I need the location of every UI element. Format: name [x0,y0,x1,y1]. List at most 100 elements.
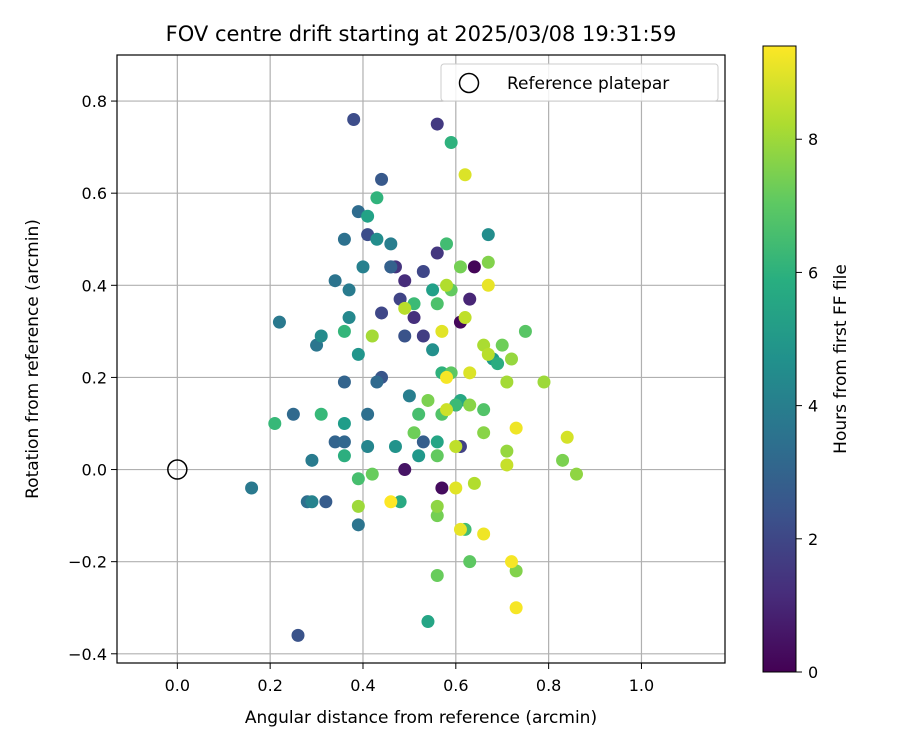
data-point [435,481,449,495]
data-point [463,555,477,569]
y-tick-label: 0.8 [82,92,107,111]
legend-label: Reference platepar [507,74,669,94]
data-point [384,237,398,251]
data-point [370,191,384,205]
data-point [481,255,495,269]
data-point [537,375,551,389]
data-point [500,458,514,472]
x-tick-label: 1.0 [629,676,654,695]
data-point [426,283,440,297]
data-point [328,274,342,288]
data-point [291,628,305,642]
data-point [407,426,421,440]
data-point [351,499,365,513]
data-point [412,407,426,421]
data-point [430,246,444,260]
data-point [430,509,444,523]
data-point [453,260,467,274]
data-point [337,324,351,338]
data-point [467,476,481,490]
data-point [505,352,519,366]
data-point [458,311,472,325]
data-point [435,324,449,338]
data-point [421,615,435,629]
data-point [430,435,444,449]
colorbar-tick-label: 4 [808,397,818,416]
y-axis-ticks: −0.4 −0.2 0.0 0.2 0.4 0.6 0.8 [68,92,117,664]
data-point [361,440,375,454]
data-point [477,527,491,541]
data-point [370,232,384,246]
data-point [351,518,365,532]
data-point [491,357,505,371]
data-point [481,228,495,242]
data-point [351,472,365,486]
data-point [560,430,574,444]
data-point [375,306,389,320]
data-point [416,264,430,278]
x-tick-label: 0.6 [443,676,468,695]
data-point [398,274,412,288]
grid-lines [117,55,725,663]
legend-marker-open-circle-icon [458,72,480,94]
data-point [393,495,407,509]
x-tick-label: 0.4 [350,676,375,695]
x-tick-label: 0.8 [536,676,561,695]
colorbar-label: Hours from first FF file [831,264,851,454]
y-axis-label: Rotation from reference (arcmin) [23,219,43,499]
y-tick-label: 0.0 [82,461,107,480]
data-point [449,440,463,454]
data-point [463,292,477,306]
x-tick-label: 0.0 [165,676,190,695]
data-point [337,232,351,246]
data-point [430,297,444,311]
data-point [453,522,467,536]
data-point [505,555,519,569]
data-point [365,467,379,481]
data-point [463,398,477,412]
data-point [245,481,259,495]
y-tick-label: 0.6 [82,184,107,203]
x-tick-label: 0.2 [257,676,282,695]
data-point [342,311,356,325]
data-point [398,329,412,343]
data-point [337,416,351,430]
data-point [440,278,454,292]
colorbar-tick-label: 0 [808,663,818,682]
y-tick-label: 0.2 [82,368,107,387]
data-point [481,278,495,292]
colorbar: 0 2 4 6 8 Hours from first FF file [762,45,851,682]
data-point [569,467,583,481]
legend: Reference platepar [440,63,719,102]
data-point [398,463,412,477]
data-point [509,601,523,615]
data-point [518,324,532,338]
data-point [421,393,435,407]
data-point [305,453,319,467]
colorbar-gradient [762,45,797,673]
data-point [426,343,440,357]
data-point [402,389,416,403]
data-point [444,136,458,150]
data-point [458,168,472,182]
data-point [430,499,444,513]
data-point [328,435,342,449]
data-point [337,375,351,389]
data-points [245,112,583,642]
data-point [495,338,509,352]
data-point [416,435,430,449]
data-point [314,329,328,343]
data-point [361,407,375,421]
data-point [319,495,333,509]
data-point [388,440,402,454]
data-point [351,347,365,361]
data-point [556,453,570,467]
data-point [407,311,421,325]
data-point [477,403,491,417]
data-point [398,301,412,315]
data-point [412,449,426,463]
data-point [449,481,463,495]
data-point [384,260,398,274]
data-point [477,426,491,440]
data-point [500,375,514,389]
